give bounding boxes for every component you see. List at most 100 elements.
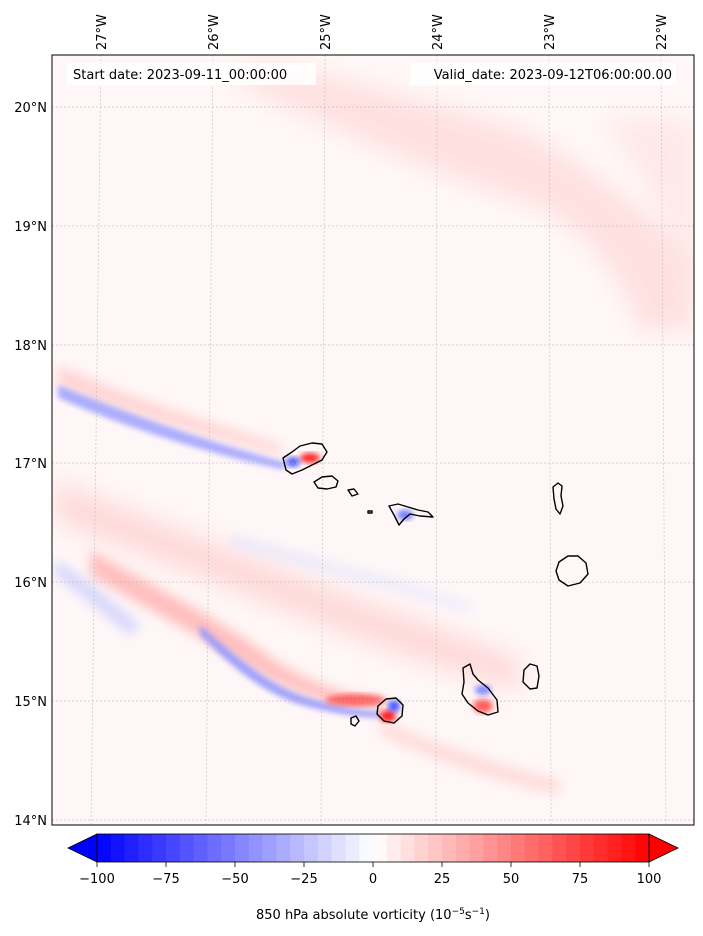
colorbar-cell (400, 834, 415, 862)
colorbar-tick-label: −25 (290, 872, 317, 887)
colorbar-cell (276, 834, 291, 862)
colorbar-cell (97, 834, 112, 862)
colorbar-tick-label: 0 (369, 872, 377, 887)
colorbar-ticks: −100 −75 −50 −25 0 25 50 75 100 (79, 862, 661, 887)
vortex-fogo-positive (380, 710, 396, 722)
coastlines (282, 442, 589, 727)
colorbar-cell (373, 834, 388, 862)
vorticity-field (52, 55, 694, 825)
colorbar-cell (635, 834, 650, 862)
lon-axis: 27°W 26°W 25°W 24°W 23°W 22°W (95, 14, 670, 50)
island-boa-vista (555, 555, 589, 587)
lat-tick-label: 20°N (14, 101, 47, 116)
lon-tick-label: 24°W (431, 14, 446, 50)
colorbar: −100 −75 −50 −25 0 25 50 75 100 850 hPa absolute… (67, 833, 679, 923)
colorbar-cell (331, 834, 346, 862)
map-frame (51, 54, 695, 826)
colorbar-cell (428, 834, 443, 862)
colorbar-cell (511, 834, 526, 862)
positive-band-east (600, 120, 694, 300)
lat-tick-label: 17°N (14, 457, 47, 472)
lat-tick-label: 16°N (14, 576, 47, 591)
colorbar-cell (442, 834, 457, 862)
colorbar-cell (455, 834, 471, 862)
island-branco (367, 510, 373, 514)
vortex-santo-antao-positive (300, 453, 320, 463)
start-date-box: Start date: 2023-09-11_00:00:00 (66, 63, 316, 85)
lat-tick-label: 14°N (14, 814, 47, 829)
colorbar-tick-label: 25 (434, 872, 451, 887)
island-sao-nicolau (388, 503, 434, 526)
colorbar-cell (179, 834, 195, 862)
colorbar-tick-label: 50 (503, 872, 520, 887)
vortex-santiago-negative (475, 685, 491, 695)
colorbar-cell (580, 834, 595, 862)
negative-band-north (58, 385, 285, 470)
colorbar-tick-label: −75 (152, 872, 179, 887)
lon-tick-label: 22°W (655, 14, 670, 50)
colorbar-cell (110, 834, 126, 862)
island-brava (350, 715, 360, 727)
negative-band-south (200, 625, 380, 718)
colorbar-label: 850 hPa absolute vorticity (10−5s−1) (256, 907, 490, 923)
vortex-sao-nicolau-negative (397, 510, 413, 520)
colorbar-cell (414, 834, 429, 862)
vortex-fogo-negative (388, 700, 400, 712)
colorbar-cell (566, 834, 581, 862)
map-panel: Start date: 2023-09-11_00:00:00 Valid_da… (14, 14, 695, 829)
colorbar-cell (621, 834, 636, 862)
valid-date-label: Valid_date: 2023-09-12T06:00:00.00 (434, 68, 672, 83)
island-santiago (461, 663, 499, 716)
start-date-label: Start date: 2023-09-11_00:00:00 (73, 68, 287, 83)
colorbar-cell (497, 834, 512, 862)
valid-date-box: Valid_date: 2023-09-12T06:00:00.00 (410, 63, 676, 85)
colorbar-cell (138, 834, 153, 862)
map-background (52, 55, 694, 825)
lon-tick-label: 26°W (207, 14, 222, 50)
gridlines (52, 55, 694, 825)
colorbar-tick-label: 75 (572, 872, 589, 887)
lat-axis: 20°N 19°N 18°N 17°N 16°N 15°N 14°N (14, 101, 47, 829)
colorbar-tick-label: 100 (637, 872, 662, 887)
colorbar-cell (221, 834, 236, 862)
colorbar-tick-label: −100 (79, 872, 115, 887)
colorbar-tick-label: −50 (221, 872, 248, 887)
colorbar-cell (235, 834, 250, 862)
colorbar-cell (152, 834, 167, 862)
colorbar-cell (290, 834, 305, 862)
lon-tick-label: 27°W (95, 14, 110, 50)
island-sao-vicente (313, 475, 339, 490)
colorbar-cell (386, 834, 402, 862)
lat-tick-label: 19°N (14, 220, 47, 235)
lon-tick-label: 23°W (543, 14, 558, 50)
negative-band-mid (230, 535, 470, 612)
colorbar-cell (193, 834, 208, 862)
colorbar-cell (262, 834, 277, 862)
colorbar-cell (552, 834, 567, 862)
colorbar-cell (483, 834, 498, 862)
colorbar-cell (248, 834, 264, 862)
lat-tick-label: 15°N (14, 695, 47, 710)
island-fogo (376, 697, 404, 724)
colorbar-cell (304, 834, 319, 862)
colorbar-extend-min (67, 833, 98, 863)
lat-tick-label: 18°N (14, 339, 47, 354)
vortex-santo-antao-negative (286, 457, 300, 467)
island-maio (522, 663, 540, 690)
colorbar-cell (607, 834, 622, 862)
vortex-santiago-positive (473, 699, 493, 713)
colorbar-cell (524, 834, 540, 862)
colorbar-cell (124, 834, 139, 862)
negative-band-west (55, 560, 140, 635)
lon-tick-label: 25°W (319, 14, 334, 50)
colorbar-cell (469, 834, 484, 862)
positive-band-northeast (230, 62, 694, 330)
island-santo-antao (282, 442, 328, 475)
colorbar-cell (359, 834, 374, 862)
island-sal (552, 482, 564, 515)
colorbar-cell (317, 834, 333, 862)
positive-band-north (58, 365, 285, 455)
positive-band-south-outer (55, 480, 520, 690)
colorbar-cell (538, 834, 553, 862)
